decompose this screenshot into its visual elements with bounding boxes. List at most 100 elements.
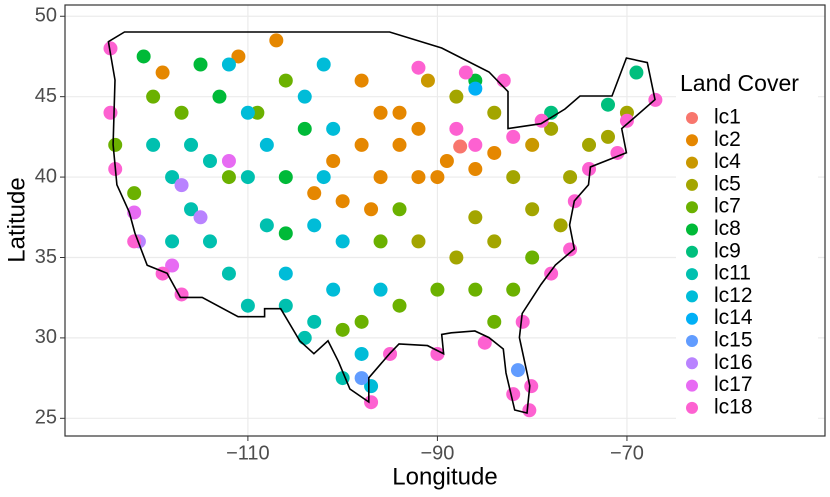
point: [307, 314, 322, 329]
point: [458, 65, 473, 80]
point: [127, 186, 142, 201]
point: [221, 170, 236, 185]
point: [354, 346, 369, 361]
point: [184, 137, 199, 152]
y-tick-label: 30: [35, 326, 57, 348]
point: [449, 250, 464, 265]
point: [392, 202, 407, 217]
y-tick-label: 25: [35, 407, 57, 429]
point: [278, 266, 293, 281]
legend-key: [686, 335, 698, 347]
legend-key: [686, 357, 698, 370]
point: [487, 314, 502, 329]
point: [364, 395, 379, 410]
point: [510, 363, 525, 378]
point: [411, 60, 426, 75]
legend-key: [686, 245, 698, 258]
point: [373, 105, 388, 120]
point: [468, 162, 483, 177]
point: [354, 314, 369, 329]
point: [487, 105, 502, 120]
point: [600, 129, 615, 144]
point: [544, 266, 559, 281]
point: [506, 170, 521, 185]
point: [600, 97, 615, 112]
x-tick-label: −70: [610, 442, 644, 464]
point: [487, 234, 502, 249]
point: [449, 89, 464, 104]
legend-label: lc8: [714, 217, 741, 240]
point: [477, 335, 492, 350]
legend-label: lc1: [714, 106, 741, 129]
point: [165, 258, 180, 273]
y-axis-title: Latitude: [3, 177, 30, 262]
x-axis-title: Longitude: [392, 463, 497, 490]
legend-label: lc18: [714, 395, 753, 418]
point: [449, 121, 464, 136]
legend-key: [686, 178, 698, 191]
point: [373, 234, 388, 249]
point: [430, 170, 445, 185]
point: [278, 73, 293, 88]
point: [364, 379, 379, 394]
point: [278, 226, 293, 241]
point: [335, 194, 350, 209]
y-tick-label: 50: [35, 5, 57, 27]
legend-key: [686, 156, 698, 169]
point: [420, 73, 435, 88]
legend-label: lc12: [714, 284, 753, 307]
point: [453, 139, 468, 154]
y-tick-label: 40: [35, 165, 57, 187]
point: [193, 57, 208, 72]
point: [373, 282, 388, 297]
point: [582, 137, 597, 152]
legend-label: lc15: [714, 329, 753, 352]
point: [127, 234, 142, 249]
point: [553, 218, 568, 233]
point: [411, 234, 426, 249]
point: [326, 282, 341, 297]
point: [193, 210, 208, 225]
x-tick-label: −90: [420, 442, 454, 464]
point: [165, 170, 180, 185]
legend-background: [676, 62, 818, 422]
point: [439, 153, 454, 168]
point: [174, 105, 189, 120]
point: [522, 403, 537, 418]
point: [212, 89, 227, 104]
legend-label: lc9: [714, 239, 741, 262]
point: [174, 178, 189, 193]
y-tick-label: 35: [35, 246, 57, 268]
point: [136, 49, 151, 64]
point: [506, 129, 521, 144]
point: [430, 282, 445, 297]
legend: Land Coverlc1lc2lc4lc5lc7lc8lc9lc11lc12l…: [676, 62, 818, 422]
legend-label: lc4: [714, 150, 741, 173]
point: [506, 387, 521, 402]
point: [354, 371, 369, 386]
point: [240, 170, 255, 185]
point: [221, 153, 236, 168]
legend-label: lc5: [714, 172, 741, 195]
point: [629, 65, 644, 80]
point: [307, 186, 322, 201]
point: [259, 137, 274, 152]
point: [278, 298, 293, 313]
point: [259, 218, 274, 233]
point: [307, 218, 322, 233]
legend-label: lc2: [714, 128, 741, 151]
point: [165, 234, 180, 249]
point: [316, 170, 331, 185]
point: [202, 153, 217, 168]
point: [108, 137, 123, 152]
point: [392, 137, 407, 152]
point: [155, 65, 170, 80]
point: [326, 153, 341, 168]
legend-label: lc11: [714, 262, 751, 285]
point: [202, 234, 217, 249]
point: [184, 202, 199, 217]
point: [103, 105, 118, 120]
point: [146, 89, 161, 104]
legend-key: [686, 401, 698, 414]
